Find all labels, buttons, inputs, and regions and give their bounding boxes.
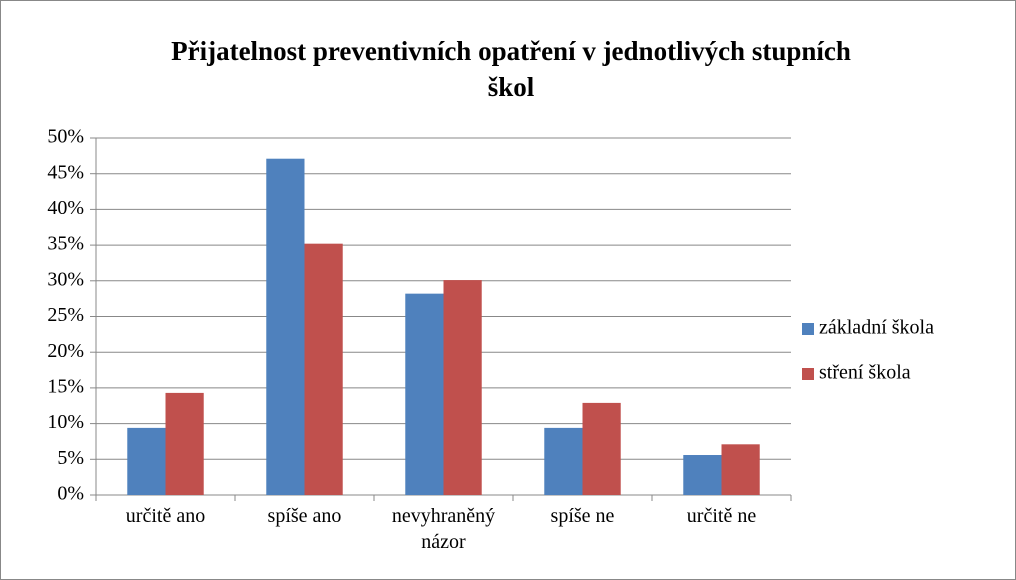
legend-swatch bbox=[802, 323, 814, 335]
y-tick-label: 40% bbox=[47, 197, 84, 219]
y-tick-label: 15% bbox=[47, 375, 84, 397]
x-tick-label: určitě ne bbox=[686, 505, 757, 527]
bar bbox=[127, 427, 166, 495]
bar bbox=[405, 293, 444, 495]
y-tick-label: 20% bbox=[47, 340, 84, 362]
bar bbox=[443, 280, 482, 495]
y-tick-label: 25% bbox=[47, 304, 84, 326]
y-tick-label: 50% bbox=[47, 126, 84, 148]
bar bbox=[721, 444, 760, 495]
legend-label: základní škola bbox=[819, 317, 934, 339]
y-tick-label: 10% bbox=[47, 411, 84, 433]
x-tick-label: určitě ano bbox=[125, 505, 206, 527]
y-tick-label: 5% bbox=[57, 447, 84, 469]
y-tick-label: 45% bbox=[47, 161, 84, 183]
legend-label: stření škola bbox=[819, 362, 911, 384]
x-tick-label: spíše ano bbox=[267, 505, 342, 527]
bar bbox=[304, 243, 343, 495]
bar bbox=[683, 455, 722, 495]
y-tick-label: 35% bbox=[47, 233, 84, 255]
legend-swatch bbox=[802, 368, 814, 380]
bar bbox=[544, 427, 583, 495]
chart-title: Přijatelnost preventivních opatření v je… bbox=[171, 36, 851, 102]
x-tick-label: nevyhraněný názor bbox=[391, 505, 496, 553]
bar bbox=[266, 158, 305, 495]
y-tick-label: 30% bbox=[47, 268, 84, 290]
bar bbox=[582, 402, 621, 495]
x-tick-label: spíše ne bbox=[550, 505, 615, 527]
y-tick-label: 0% bbox=[57, 483, 84, 505]
bar bbox=[165, 392, 204, 495]
